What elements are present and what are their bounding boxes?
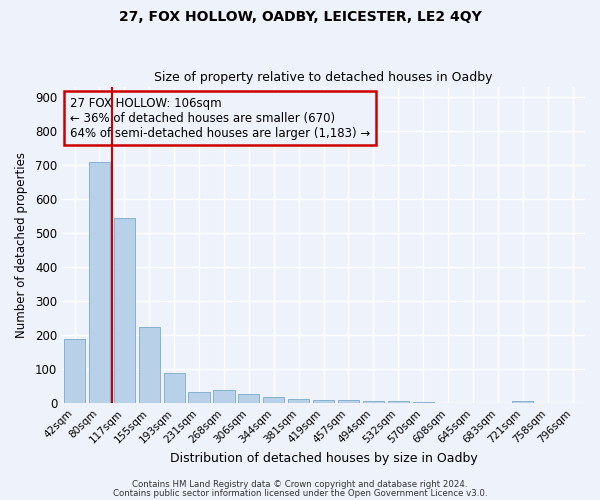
Title: Size of property relative to detached houses in Oadby: Size of property relative to detached ho… <box>154 72 493 85</box>
Bar <box>214 390 235 404</box>
Bar <box>188 392 209 404</box>
Bar <box>164 372 185 404</box>
Bar <box>238 394 259 404</box>
Y-axis label: Number of detached properties: Number of detached properties <box>15 152 28 338</box>
Bar <box>288 400 309 404</box>
Text: 27 FOX HOLLOW: 106sqm
← 36% of detached houses are smaller (670)
64% of semi-det: 27 FOX HOLLOW: 106sqm ← 36% of detached … <box>70 96 370 140</box>
Bar <box>363 400 384 404</box>
Text: Contains public sector information licensed under the Open Government Licence v3: Contains public sector information licen… <box>113 488 487 498</box>
Bar <box>89 162 110 404</box>
X-axis label: Distribution of detached houses by size in Oadby: Distribution of detached houses by size … <box>170 452 478 465</box>
Bar <box>338 400 359 404</box>
Bar <box>139 327 160 404</box>
Text: Contains HM Land Registry data © Crown copyright and database right 2024.: Contains HM Land Registry data © Crown c… <box>132 480 468 489</box>
Bar <box>388 402 409 404</box>
Bar <box>313 400 334 404</box>
Bar <box>114 218 135 404</box>
Text: 27, FOX HOLLOW, OADBY, LEICESTER, LE2 4QY: 27, FOX HOLLOW, OADBY, LEICESTER, LE2 4Q… <box>119 10 481 24</box>
Bar <box>413 402 434 404</box>
Bar <box>512 400 533 404</box>
Bar <box>263 397 284 404</box>
Bar <box>64 338 85 404</box>
